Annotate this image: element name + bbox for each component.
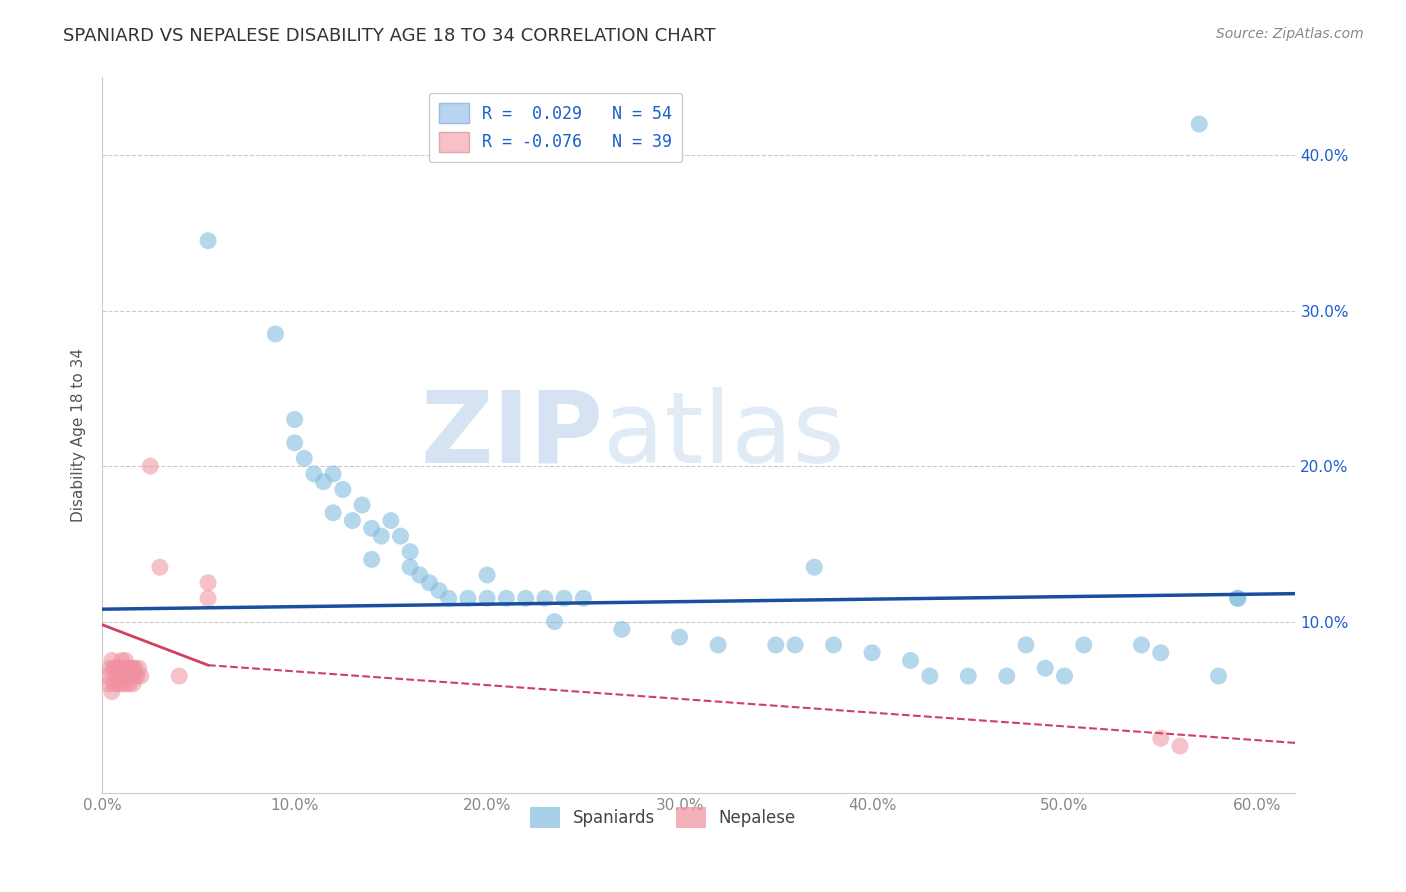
Point [149,560,172,574]
Point [1208,669,1230,683]
Point [128,661,150,675]
Point [110,653,132,667]
Point [399,544,422,558]
Y-axis label: Disability Age 18 to 34: Disability Age 18 to 34 [72,348,86,522]
Point [399,560,422,574]
Text: atlas: atlas [603,386,845,483]
Point [957,669,980,683]
Point [104,661,127,675]
Point [995,669,1018,683]
Point [668,630,690,644]
Point [101,684,124,698]
Point [107,661,129,675]
Point [380,514,402,528]
Point [1130,638,1153,652]
Point [360,521,382,535]
Point [860,646,883,660]
Point [610,623,633,637]
Point [1073,638,1095,652]
Point [115,669,138,683]
Point [1188,117,1211,131]
Text: SPANIARD VS NEPALESE DISABILITY AGE 18 TO 34 CORRELATION CHART: SPANIARD VS NEPALESE DISABILITY AGE 18 T… [63,27,716,45]
Point [1150,646,1173,660]
Point [332,483,354,497]
Point [1168,739,1191,753]
Point [118,677,141,691]
Point [322,506,344,520]
Point [1033,661,1056,675]
Point [122,677,145,691]
Point [112,669,135,683]
Point [120,661,142,675]
Point [572,591,595,606]
Point [112,661,135,675]
Point [108,661,131,675]
Point [765,638,787,652]
Point [900,653,922,667]
Point [803,560,825,574]
Point [101,653,124,667]
Point [370,529,392,543]
Point [409,568,432,582]
Point [427,583,450,598]
Point [124,669,146,683]
Point [553,591,575,606]
Point [114,677,136,691]
Point [264,326,287,341]
Point [114,653,136,667]
Point [475,568,498,582]
Point [284,412,307,426]
Point [197,575,219,590]
Point [124,661,146,675]
Point [302,467,325,481]
Point [360,552,382,566]
Point [475,591,498,606]
Point [495,591,517,606]
Point [139,459,162,474]
Point [457,591,479,606]
Point [292,451,315,466]
Point [389,529,412,543]
Point [118,661,141,675]
Point [1053,669,1076,683]
Point [103,661,125,675]
Point [97,677,120,691]
Point [1150,731,1173,746]
Point [115,661,138,675]
Point [108,669,131,683]
Point [120,669,142,683]
Point [418,575,440,590]
Point [437,591,460,606]
Point [122,661,145,675]
Point [350,498,373,512]
Point [707,638,730,652]
Text: ZIP: ZIP [420,386,603,483]
Point [107,677,129,691]
Point [110,677,132,691]
Point [823,638,845,652]
Point [125,669,148,683]
Point [543,615,565,629]
Point [322,467,344,481]
Point [98,661,121,675]
Point [312,475,335,489]
Point [1226,591,1249,606]
Text: Source: ZipAtlas.com: Source: ZipAtlas.com [1216,27,1364,41]
Point [197,234,219,248]
Point [104,669,127,683]
Point [534,591,557,606]
Point [167,669,190,683]
Point [197,591,219,606]
Point [94,669,117,683]
Point [918,669,941,683]
Point [342,514,364,528]
Point [783,638,806,652]
Point [129,669,152,683]
Point [1015,638,1038,652]
Point [515,591,537,606]
Point [103,677,125,691]
Legend: Spaniards, Nepalese: Spaniards, Nepalese [523,801,803,834]
Point [284,435,307,450]
Point [1226,591,1249,606]
